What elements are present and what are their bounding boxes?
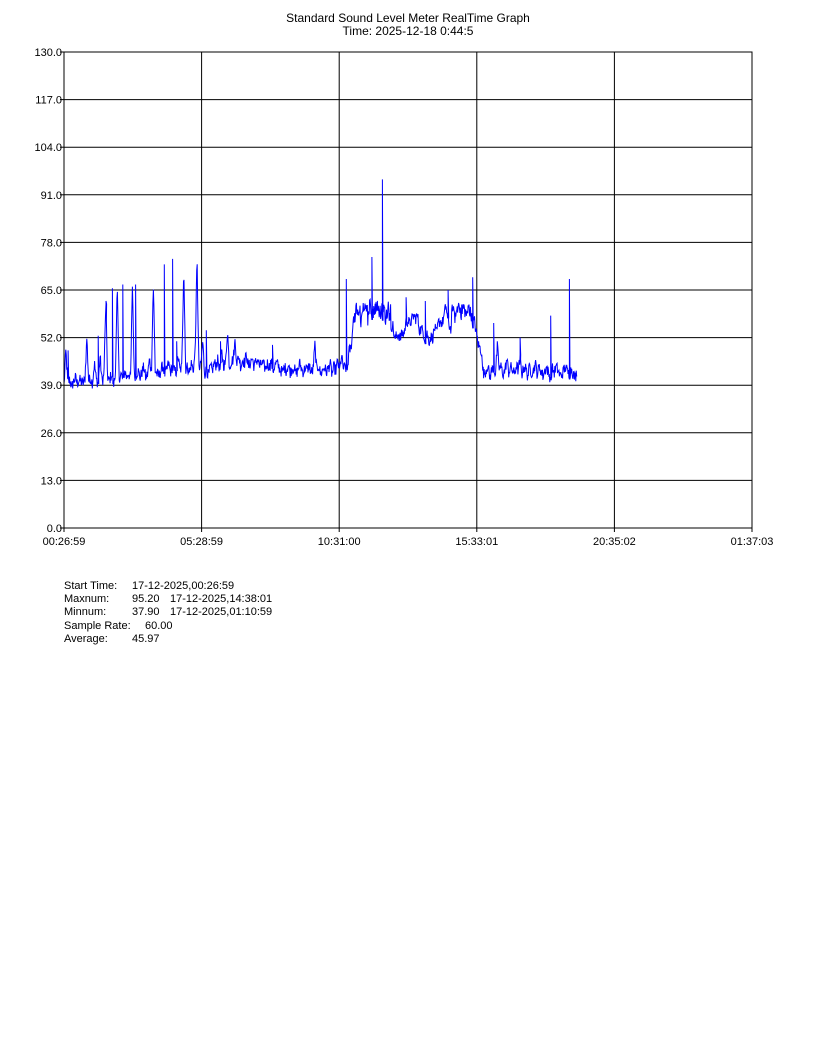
stats-max-time: 17-12-2025,14:38:01 xyxy=(170,593,273,606)
y-axis-ticks: 0.0 13.0 26.0 39.0 52.0 65.0 78.0 91.0 104.0 117.… xyxy=(34,47,64,535)
stats-rate-row: Sample Rate: 60.00 xyxy=(64,620,272,633)
y-tick-label: 39.0 xyxy=(41,380,62,392)
stats-min-time: 17-12-2025,01:10:59 xyxy=(170,606,273,619)
x-tick-label: 00:26:59 xyxy=(43,536,86,548)
y-tick-label: 130.0 xyxy=(34,47,62,59)
grid xyxy=(63,51,753,529)
y-tick-label: 65.0 xyxy=(41,285,62,297)
y-tick-label: 26.0 xyxy=(41,428,62,440)
y-tick-label: 13.0 xyxy=(41,475,62,487)
y-tick-label: 104.0 xyxy=(34,142,62,154)
chart-subtitle: Time: 2025-12-18 0:44:5 xyxy=(342,24,474,38)
stats-max-row: Maxnum: 95.20 17-12-2025,14:38:01 xyxy=(64,593,272,606)
plot-frame xyxy=(63,51,753,529)
stats-min-value: 37.90 xyxy=(132,606,160,619)
x-tick-label: 10:31:00 xyxy=(318,536,361,548)
stats-start-time-label: Start Time: xyxy=(64,580,118,592)
stats-min-row: Minnum: 37.90 17-12-2025,01:10:59 xyxy=(64,606,272,619)
stats-average-row: Average: 45.97 xyxy=(64,633,272,646)
stats-rate-label: Sample Rate: xyxy=(64,619,131,632)
stats-start-time-value: 17-12-2025,00:26:59 xyxy=(132,580,235,592)
stats-max-label: Maxnum: xyxy=(64,593,110,606)
x-tick-label: 05:28:59 xyxy=(180,536,223,548)
stats-average-value: 45.97 xyxy=(132,632,160,645)
y-tick-label: 52.0 xyxy=(41,333,62,345)
x-axis-ticks: 00:26:59 05:28:59 10:31:00 15:33:01 20:35:02… xyxy=(43,528,774,548)
series-line xyxy=(63,179,578,389)
y-tick-label: 91.0 xyxy=(41,190,62,202)
y-tick-label: 78.0 xyxy=(41,237,62,249)
stats-panel: Start Time: 17-12-2025,00:26:59 Maxnum: 95… xyxy=(64,580,272,646)
x-tick-label: 15:33:01 xyxy=(455,536,498,548)
y-tick-label: 0.0 xyxy=(47,523,62,535)
stats-start-time-row: Start Time: 17-12-2025,00:26:59 xyxy=(64,580,272,593)
stats-rate-value: 60.00 xyxy=(145,619,173,632)
stats-average-label: Average: xyxy=(64,632,108,645)
chart-title: Standard Sound Level Meter RealTime Grap… xyxy=(286,11,530,25)
stats-min-label: Minnum: xyxy=(64,606,107,619)
x-tick-label: 01:37:03 xyxy=(731,536,774,548)
y-tick-label: 117.0 xyxy=(35,95,62,107)
stats-max-value: 95.20 xyxy=(132,593,160,606)
x-tick-label: 20:35:02 xyxy=(593,536,636,548)
